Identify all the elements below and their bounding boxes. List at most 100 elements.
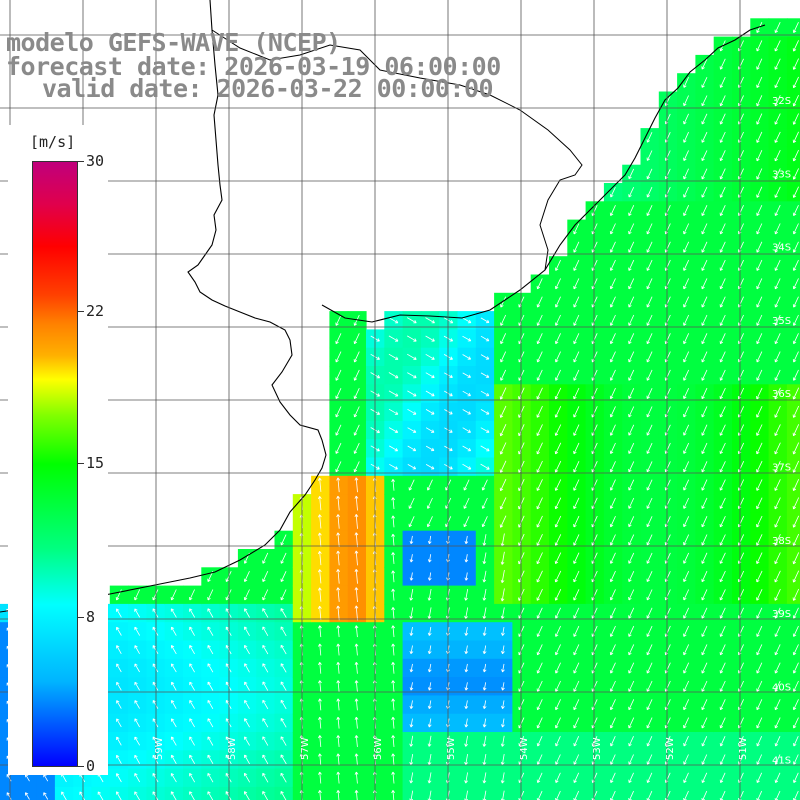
wind-arrow	[536, 479, 543, 491]
wind-arrow	[756, 680, 763, 692]
wind-arrow	[701, 754, 708, 765]
lon-label: 59W	[154, 737, 165, 760]
wind-arrow	[719, 95, 726, 107]
wind-arrow	[389, 463, 398, 470]
wind-arrow	[792, 205, 799, 217]
wind-arrow	[462, 427, 471, 433]
wind-arrow	[756, 589, 763, 601]
wind-arrow	[628, 625, 635, 637]
wind-arrow	[774, 333, 781, 345]
wind-arrow	[536, 534, 543, 546]
wind-speed-cell	[274, 786, 294, 800]
wind-arrow	[774, 497, 781, 510]
wind-arrow	[171, 645, 177, 655]
wind-arrow	[573, 369, 580, 381]
wind-arrow	[609, 296, 616, 308]
wind-arrow	[482, 700, 487, 709]
wind-arrow	[482, 589, 487, 601]
wind-arrow	[719, 223, 726, 235]
wind-arrow	[683, 479, 690, 491]
wind-arrow	[701, 570, 708, 583]
wind-arrow	[388, 353, 399, 360]
wind-arrow	[554, 406, 562, 418]
wind-arrow	[480, 409, 490, 415]
wind-arrow	[482, 570, 487, 583]
wind-arrow	[756, 662, 763, 674]
wind-arrow	[353, 424, 360, 436]
wind-arrow	[354, 605, 359, 621]
wind-arrow	[719, 241, 726, 253]
wind-arrow	[336, 477, 341, 493]
wind-arrow	[774, 131, 781, 143]
wind-arrow	[792, 40, 799, 52]
wind-arrow	[318, 753, 322, 766]
wind-arrow	[207, 626, 214, 636]
wind-arrow	[318, 661, 322, 674]
wind-arrow	[701, 607, 708, 619]
wind-arrow	[388, 317, 399, 324]
wind-arrow	[792, 442, 800, 455]
wind-arrow	[701, 205, 708, 217]
wind-arrow	[536, 570, 543, 583]
wind-arrow	[701, 680, 708, 692]
wind-arrow	[646, 369, 653, 381]
wind-arrow	[774, 369, 781, 381]
wind-speed-field	[0, 18, 800, 800]
wind-arrow	[573, 570, 580, 583]
wind-arrow	[628, 662, 635, 674]
wind-arrow	[500, 314, 507, 326]
wind-arrow	[391, 533, 396, 546]
wind-arrow	[609, 479, 616, 491]
wind-arrow	[573, 754, 580, 765]
wind-arrow	[501, 627, 505, 636]
wind-speed-cell	[311, 786, 330, 800]
border-line	[211, 29, 583, 271]
colorbar-units: [m/s]	[30, 133, 76, 151]
wind-arrow	[610, 736, 616, 747]
wind-arrow	[792, 460, 800, 473]
wind-arrow	[336, 753, 341, 766]
wind-speed-cell	[786, 201, 800, 221]
wind-arrow	[464, 607, 469, 619]
wind-arrow	[701, 351, 708, 363]
wind-arrow	[426, 516, 433, 528]
wind-arrow	[317, 532, 322, 547]
wind-arrow	[555, 644, 561, 656]
wind-arrow	[480, 463, 490, 470]
wind-arrow	[793, 736, 799, 747]
wind-speed-cell	[329, 786, 349, 800]
wind-arrow	[555, 351, 561, 363]
wind-arrow	[628, 516, 635, 528]
wind-arrow	[609, 333, 616, 345]
wind-arrow	[646, 607, 653, 619]
wind-arrow	[189, 626, 195, 636]
wind-arrow	[280, 571, 287, 583]
wind-arrow	[207, 736, 214, 746]
wind-arrow	[774, 772, 781, 784]
wind-arrow	[719, 497, 726, 509]
wind-arrow	[244, 626, 250, 636]
wind-arrow	[354, 532, 359, 548]
wind-arrow	[482, 663, 487, 673]
wind-arrow	[262, 754, 269, 765]
wind-arrow	[555, 607, 561, 619]
wind-arrow	[573, 497, 580, 510]
wind-arrow	[646, 736, 653, 747]
wind-arrow	[774, 314, 781, 326]
wind-arrow	[116, 754, 122, 764]
wind-arrow	[609, 259, 616, 271]
wind-arrow	[500, 754, 505, 766]
wind-arrow	[609, 369, 616, 381]
wind-arrow	[244, 608, 250, 618]
coastline-uruguay	[321, 24, 766, 323]
wind-arrow	[719, 479, 726, 491]
wind-speed-cell	[183, 786, 202, 800]
wind-arrow	[628, 644, 635, 656]
wind-arrow	[628, 351, 635, 363]
wind-arrow	[262, 663, 269, 673]
wind-arrow	[464, 589, 469, 601]
wind-arrow	[482, 607, 487, 619]
wind-arrow	[280, 626, 287, 637]
lon-label: 56W	[373, 737, 384, 760]
wind-speed-cell	[786, 329, 800, 349]
